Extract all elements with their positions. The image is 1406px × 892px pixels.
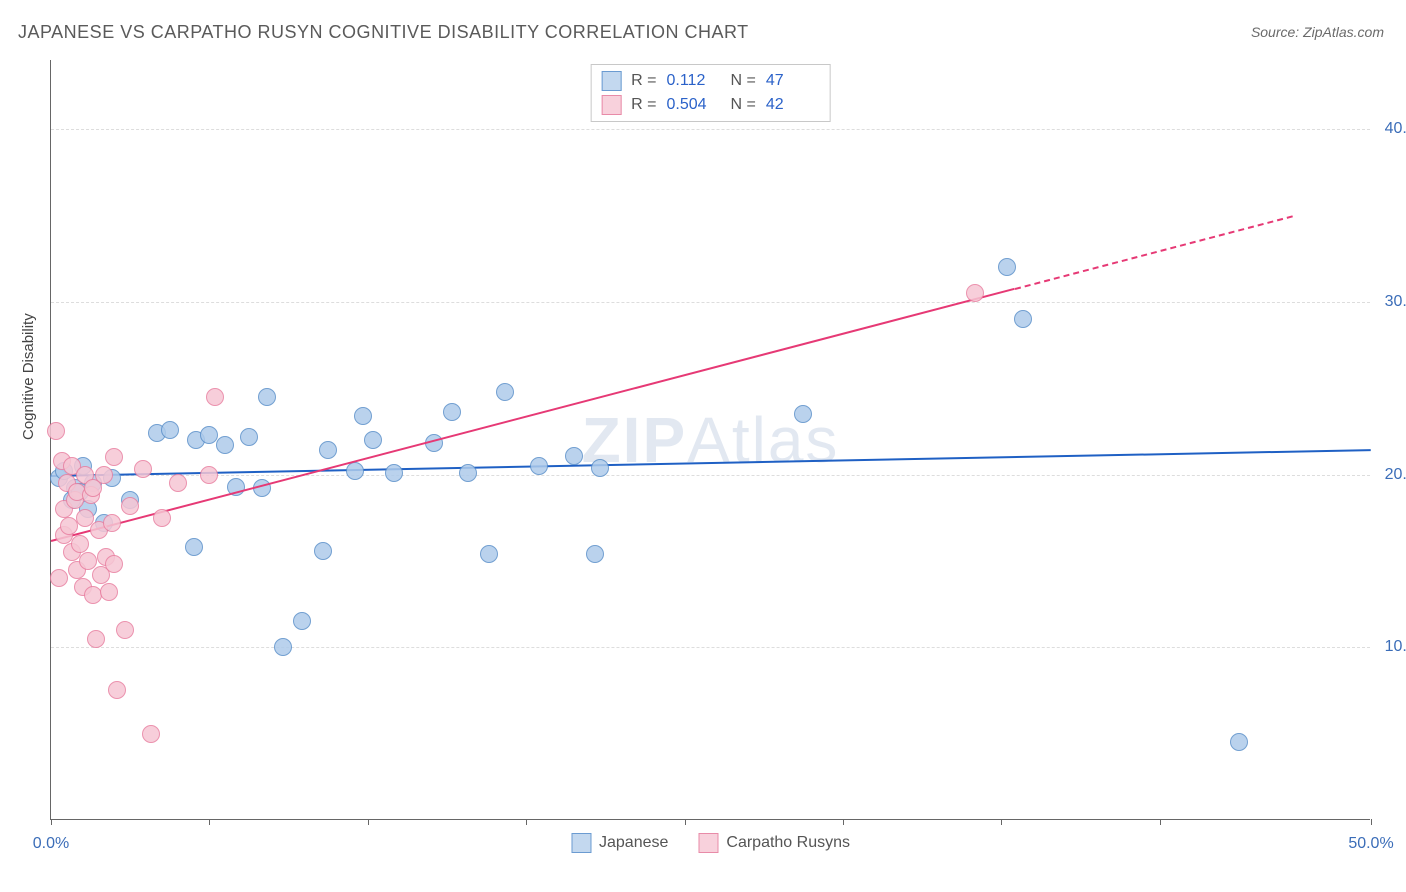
legend-label: Carpatho Rusyns (726, 834, 850, 852)
data-point (591, 459, 609, 477)
gridline-h (51, 475, 1370, 476)
data-point (459, 464, 477, 482)
data-point (364, 431, 382, 449)
data-point (206, 388, 224, 406)
data-point (1014, 310, 1032, 328)
data-point (47, 422, 65, 440)
bottom-legend: Japanese Carpatho Rusyns (571, 833, 850, 853)
data-point (998, 258, 1016, 276)
y-tick-label: 30.0% (1385, 293, 1406, 311)
data-point (153, 509, 171, 527)
r-label: R = (631, 72, 656, 90)
data-point (108, 681, 126, 699)
gridline-h (51, 129, 1370, 130)
x-tick-label: 50.0% (1348, 835, 1393, 853)
data-point (274, 638, 292, 656)
data-point (346, 462, 364, 480)
legend-swatch (571, 833, 591, 853)
r-label: R = (631, 96, 656, 114)
stats-row: R = 0.504 N = 42 (601, 93, 820, 117)
data-point (105, 555, 123, 573)
data-point (314, 542, 332, 560)
x-tick (209, 819, 210, 825)
stats-row: R = 0.112 N = 47 (601, 69, 820, 93)
trend-line (51, 288, 1015, 542)
data-point (966, 284, 984, 302)
data-point (169, 474, 187, 492)
data-point (200, 426, 218, 444)
legend-swatch (698, 833, 718, 853)
data-point (480, 545, 498, 563)
data-point (134, 460, 152, 478)
legend-label: Japanese (599, 834, 668, 852)
gridline-h (51, 302, 1370, 303)
chart-container: JAPANESE VS CARPATHO RUSYN COGNITIVE DIS… (0, 0, 1406, 892)
data-point (103, 514, 121, 532)
chart-title: JAPANESE VS CARPATHO RUSYN COGNITIVE DIS… (18, 22, 749, 43)
data-point (116, 621, 134, 639)
r-value: 0.504 (667, 96, 721, 114)
n-value: 47 (766, 72, 820, 90)
y-tick-label: 40.0% (1385, 120, 1406, 138)
data-point (240, 428, 258, 446)
legend-item: Japanese (571, 833, 668, 853)
data-point (443, 403, 461, 421)
data-point (100, 583, 118, 601)
data-point (95, 466, 113, 484)
n-value: 42 (766, 96, 820, 114)
n-label: N = (731, 96, 756, 114)
legend-swatch (601, 95, 621, 115)
data-point (121, 497, 139, 515)
data-point (1230, 733, 1248, 751)
data-point (354, 407, 372, 425)
data-point (794, 405, 812, 423)
y-tick-label: 20.0% (1385, 466, 1406, 484)
source-attribution: Source: ZipAtlas.com (1251, 24, 1384, 40)
trend-line-dashed (1014, 215, 1292, 289)
data-point (565, 447, 583, 465)
plot-area: ZIPAtlas R =0.112N =47R =0.504N =42 Japa… (50, 60, 1370, 820)
data-point (105, 448, 123, 466)
y-axis-label: Cognitive Disability (20, 313, 37, 440)
data-point (87, 630, 105, 648)
x-tick (843, 819, 844, 825)
x-tick (1160, 819, 1161, 825)
legend-swatch (601, 71, 621, 91)
x-tick-label: 0.0% (33, 835, 69, 853)
data-point (71, 535, 89, 553)
data-point (530, 457, 548, 475)
y-tick-label: 10.0% (1385, 638, 1406, 656)
x-tick (368, 819, 369, 825)
x-tick (1001, 819, 1002, 825)
stats-legend-box: R = 0.112 N = 47 R = 0.504 N = 42 (590, 64, 831, 122)
data-point (319, 441, 337, 459)
data-point (216, 436, 234, 454)
data-point (50, 569, 68, 587)
legend-item: Carpatho Rusyns (698, 833, 850, 853)
r-value: 0.112 (667, 72, 721, 90)
data-point (200, 466, 218, 484)
data-point (185, 538, 203, 556)
data-point (385, 464, 403, 482)
data-point (496, 383, 514, 401)
data-point (586, 545, 604, 563)
x-tick (685, 819, 686, 825)
x-tick (51, 819, 52, 825)
data-point (258, 388, 276, 406)
x-tick (1371, 819, 1372, 825)
n-label: N = (731, 72, 756, 90)
trend-line (51, 449, 1371, 477)
data-point (161, 421, 179, 439)
data-point (142, 725, 160, 743)
x-tick (526, 819, 527, 825)
data-point (293, 612, 311, 630)
gridline-h (51, 647, 1370, 648)
